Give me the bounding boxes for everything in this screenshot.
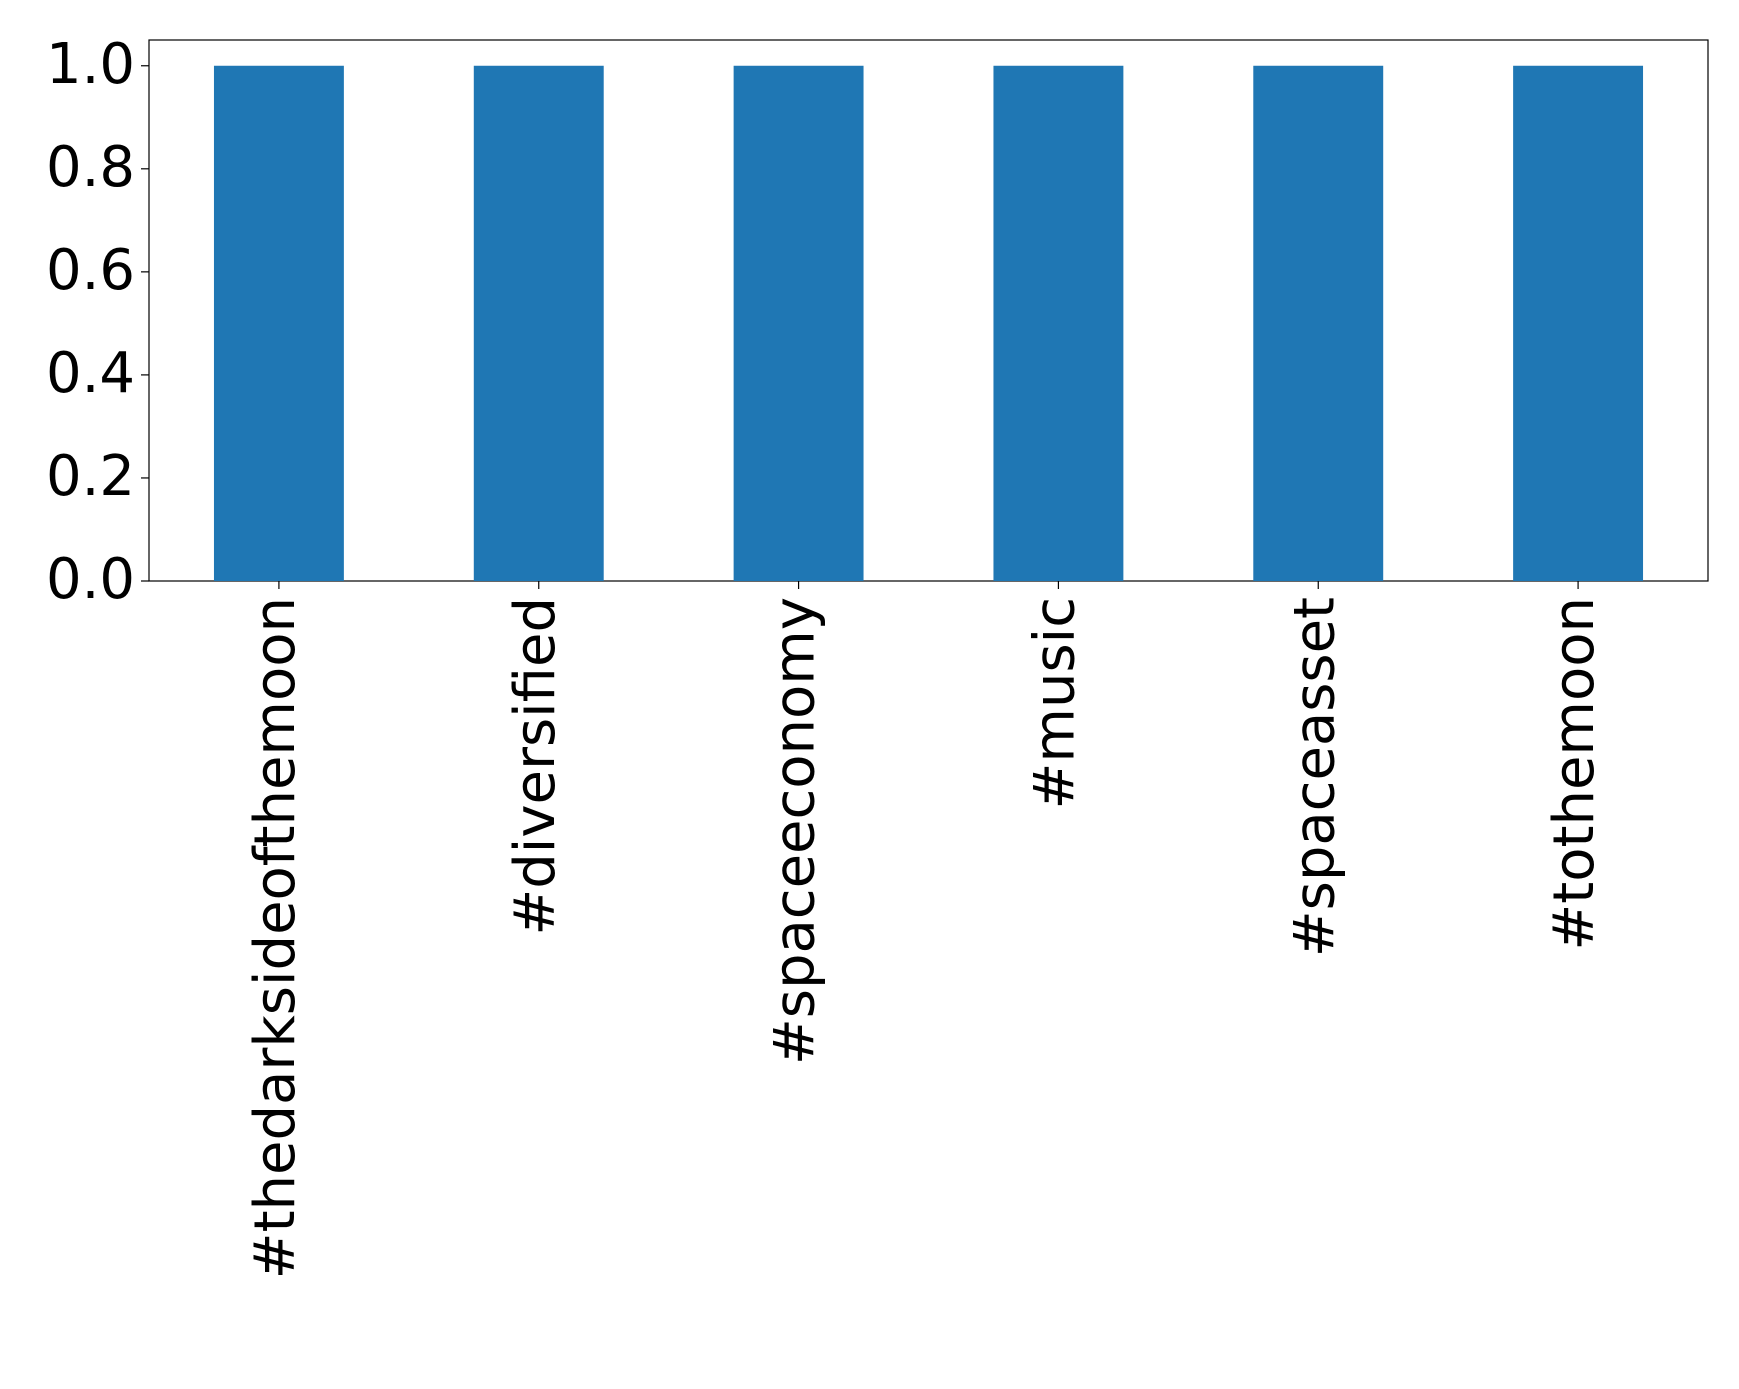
plot-frame [148,39,1709,582]
bar [993,65,1124,581]
x-tick-label: #diversified [503,597,568,936]
x-tick-label: #spaceeconomy [763,597,828,1065]
bar [733,65,864,581]
y-tick-label: 0.0 [46,547,135,612]
y-tick-label: 1.0 [46,32,135,97]
y-tick-label: 0.2 [46,444,135,509]
y-tick-label: 0.4 [46,341,135,406]
bar [1513,65,1644,581]
y-tick-label: 0.6 [46,238,135,303]
bar [213,65,344,581]
bar [473,65,604,581]
x-tick-label: #tothemoon [1542,597,1607,951]
x-tick-label: #music [1023,597,1088,810]
x-tick-label: #spaceasset [1282,597,1347,957]
y-tick-label: 0.8 [46,135,135,200]
bar [1253,65,1384,581]
x-tick-label: #thedarksideofthemoon [243,597,308,1279]
